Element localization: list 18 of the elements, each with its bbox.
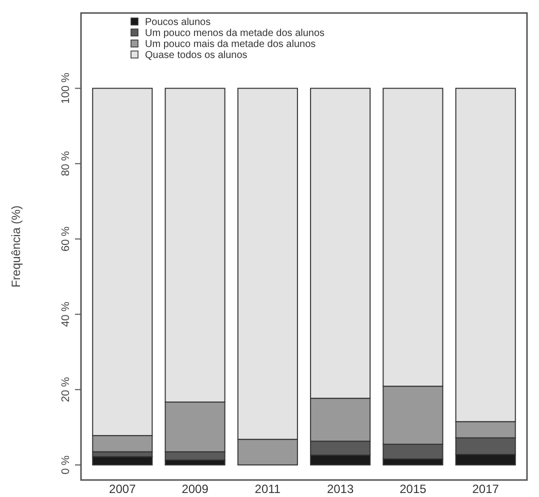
y-axis-title: Frequência (%)	[9, 205, 23, 288]
y-tick-label: 40 %	[60, 302, 72, 327]
y-tick-label: 0 %	[60, 455, 72, 474]
y-tick-label: 100 %	[60, 72, 72, 104]
y-tick-label: 60 %	[60, 226, 72, 252]
x-tick-label: 2011	[254, 482, 281, 496]
x-tick-label: 2007	[109, 482, 136, 496]
legend-label: Poucos alunos	[145, 17, 211, 28]
x-tick-label: 2009	[182, 482, 209, 496]
bar	[92, 456, 153, 466]
legend-label: Um pouco menos da metade dos alunos	[145, 28, 325, 39]
y-tick-label: 20 %	[60, 376, 72, 402]
legend-label: Um pouco mais da metade dos alunos	[145, 39, 316, 50]
y-tick-label: 80 %	[60, 150, 72, 176]
legend-label: Quase todos os alunos	[145, 50, 248, 61]
x-tick-label: 2013	[326, 482, 354, 496]
x-tick-label: 2017	[472, 482, 500, 496]
x-tick-label: 2015	[400, 482, 427, 496]
